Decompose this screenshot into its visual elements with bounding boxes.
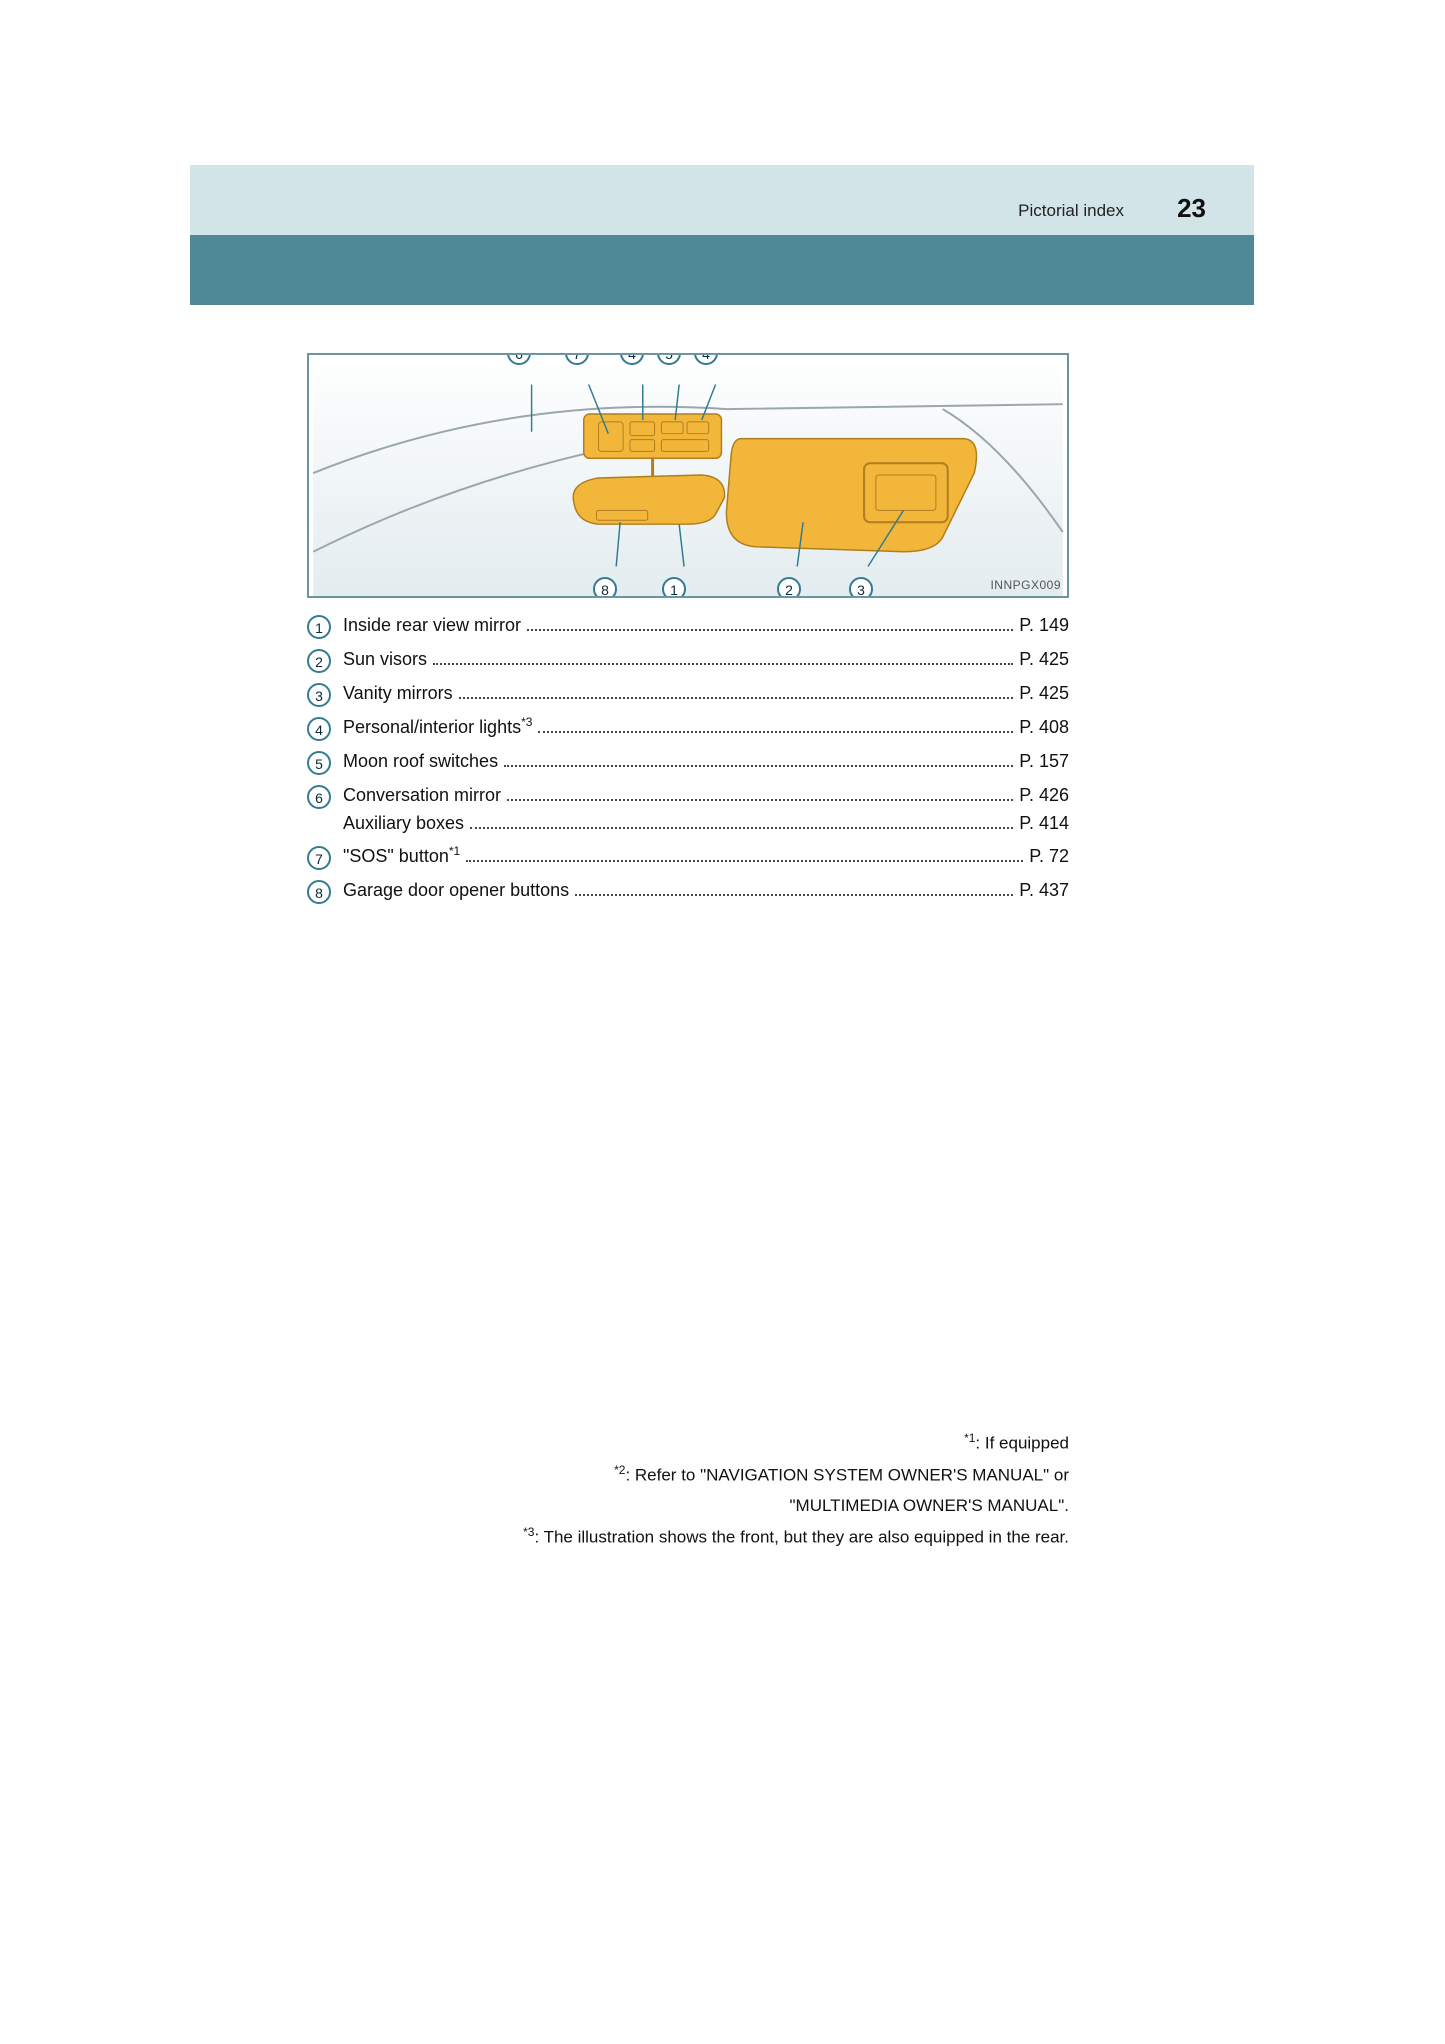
index-page: P. 149 (1019, 615, 1069, 636)
footnote-sup: *1 (964, 1431, 975, 1445)
index-marker: 6 (307, 785, 331, 809)
index-row: 7 "SOS" button*1 P. 72 (307, 844, 1069, 868)
pictorial-index-list: 1 Inside rear view mirror P. 149 2 Sun visor… (307, 603, 1069, 902)
index-page: P. 426 (1019, 785, 1069, 806)
index-page: P. 157 (1019, 751, 1069, 772)
leader-dots (507, 785, 1013, 801)
index-label: Conversation mirror (343, 785, 501, 806)
footnote-text: "MULTIMEDIA OWNER'S MANUAL". (790, 1496, 1069, 1515)
index-row: 3 Vanity mirrors P. 425 (307, 681, 1069, 705)
section-label: Pictorial index (1018, 201, 1124, 221)
overhead-console-figure: INNPGX009 674548123 (307, 353, 1069, 598)
index-label: Personal/interior lights*3 (343, 715, 532, 738)
index-page: P. 72 (1029, 846, 1069, 867)
index-marker: 4 (307, 717, 331, 741)
leader-dots (433, 649, 1013, 665)
footnote-text: : Refer to "NAVIGATION SYSTEM OWNER'S MA… (625, 1466, 1069, 1485)
manual-page: Pictorial index 23 (190, 165, 1254, 1865)
index-label: Moon roof switches (343, 751, 498, 772)
callout-marker-8: 8 (593, 577, 617, 598)
figure-svg (309, 355, 1067, 596)
index-page: P. 425 (1019, 649, 1069, 670)
index-page: P. 437 (1019, 880, 1069, 901)
footnote: "MULTIMEDIA OWNER'S MANUAL". (307, 1493, 1069, 1519)
index-label: "SOS" button*1 (343, 844, 460, 867)
footnote: *3: The illustration shows the front, bu… (307, 1523, 1069, 1551)
footnote-sup: *3 (523, 1525, 534, 1539)
header-pale-band: Pictorial index 23 (190, 165, 1254, 235)
index-row: 5 Moon roof switches P. 157 (307, 749, 1069, 773)
leader-dots (466, 846, 1023, 862)
leader-dots (527, 615, 1013, 631)
page-number: 23 (1177, 193, 1206, 224)
leader-dots (575, 880, 1013, 896)
index-row: 8 Garage door opener buttons P. 437 (307, 878, 1069, 902)
index-label-sup: *3 (521, 715, 532, 729)
index-marker: 3 (307, 683, 331, 707)
index-label-sup: *1 (449, 844, 460, 858)
footnotes: *1: If equipped *2: Refer to "NAVIGATION … (307, 1429, 1069, 1555)
index-marker: 7 (307, 846, 331, 870)
callout-marker-3: 3 (849, 577, 873, 598)
index-marker: 5 (307, 751, 331, 775)
leader-dots (459, 683, 1014, 699)
index-subrow: Auxiliary boxes P. 414 (343, 813, 1069, 834)
footnote-text: : If equipped (975, 1434, 1069, 1453)
leader-dots (470, 813, 1013, 829)
index-page: P. 425 (1019, 683, 1069, 704)
header-teal-band (190, 235, 1254, 305)
figure-code: INNPGX009 (990, 578, 1061, 592)
index-label: Garage door opener buttons (343, 880, 569, 901)
index-row: 4 Personal/interior lights*3 P. 408 (307, 715, 1069, 739)
index-row: 6 Conversation mirror P. 426 (307, 783, 1069, 807)
footnote: *1: If equipped (307, 1429, 1069, 1457)
index-label: Inside rear view mirror (343, 615, 521, 636)
index-label: Vanity mirrors (343, 683, 453, 704)
callout-marker-1: 1 (662, 577, 686, 598)
index-row: 2 Sun visors P. 425 (307, 647, 1069, 671)
leader-dots (504, 751, 1013, 767)
index-marker: 2 (307, 649, 331, 673)
footnote-sup: *2 (614, 1463, 625, 1477)
footnote-text: : The illustration shows the front, but … (534, 1528, 1069, 1547)
index-row: 1 Inside rear view mirror P. 149 (307, 613, 1069, 637)
index-sublabel: Auxiliary boxes (343, 813, 464, 834)
index-page: P. 408 (1019, 717, 1069, 738)
callout-marker-2: 2 (777, 577, 801, 598)
index-marker: 1 (307, 615, 331, 639)
index-marker: 8 (307, 880, 331, 904)
index-subpage: P. 414 (1019, 813, 1069, 834)
index-label: Sun visors (343, 649, 427, 670)
footnote: *2: Refer to "NAVIGATION SYSTEM OWNER'S … (307, 1461, 1069, 1489)
leader-dots (538, 717, 1013, 733)
